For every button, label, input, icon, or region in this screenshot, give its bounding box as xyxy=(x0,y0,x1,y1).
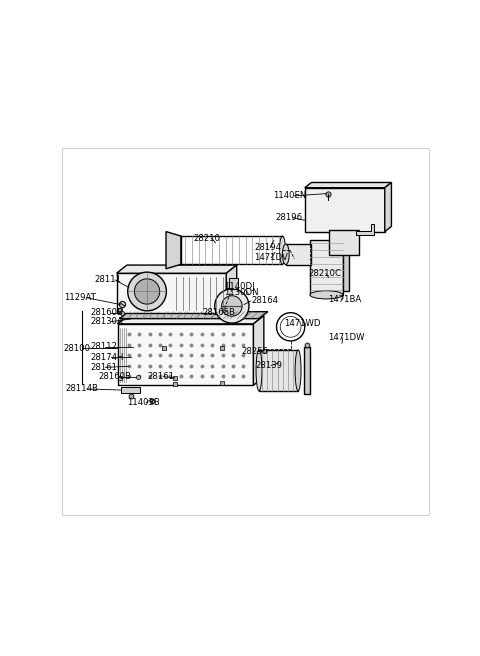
Text: 28196: 28196 xyxy=(275,213,302,222)
Circle shape xyxy=(222,296,242,316)
Bar xyxy=(286,244,311,264)
Circle shape xyxy=(215,289,249,323)
Ellipse shape xyxy=(256,350,262,391)
Text: 28160B: 28160B xyxy=(98,372,131,381)
Text: 28194: 28194 xyxy=(254,243,281,252)
Ellipse shape xyxy=(282,244,289,264)
Text: 28112: 28112 xyxy=(91,342,118,352)
Text: 1140EN: 1140EN xyxy=(273,192,306,200)
Text: 28210C: 28210C xyxy=(309,269,341,278)
Ellipse shape xyxy=(279,236,286,264)
Polygon shape xyxy=(117,265,237,274)
Polygon shape xyxy=(120,312,268,319)
Text: 1471BA: 1471BA xyxy=(329,295,362,304)
Polygon shape xyxy=(117,274,226,314)
Polygon shape xyxy=(226,265,237,314)
Text: 28130A: 28130A xyxy=(91,317,123,326)
Text: 11403B: 11403B xyxy=(127,398,160,407)
Polygon shape xyxy=(356,224,374,236)
Polygon shape xyxy=(305,182,392,188)
Polygon shape xyxy=(305,188,385,232)
Circle shape xyxy=(128,272,167,311)
Text: 1140DJ: 1140DJ xyxy=(225,282,255,291)
Text: 28165B: 28165B xyxy=(202,308,235,318)
Polygon shape xyxy=(118,324,253,385)
Polygon shape xyxy=(118,316,264,324)
Text: 28111: 28111 xyxy=(94,276,121,285)
Text: 28174H: 28174H xyxy=(91,353,124,362)
Bar xyxy=(344,243,348,291)
Polygon shape xyxy=(121,387,140,393)
Text: 28256: 28256 xyxy=(241,347,268,356)
Polygon shape xyxy=(253,316,264,385)
Text: 28164: 28164 xyxy=(252,296,278,304)
Bar xyxy=(259,350,298,391)
Text: 1471WD: 1471WD xyxy=(284,319,321,329)
Circle shape xyxy=(134,279,160,304)
Bar xyxy=(229,278,238,289)
Ellipse shape xyxy=(295,350,301,391)
Text: 28161: 28161 xyxy=(91,363,118,372)
Text: 1129AT: 1129AT xyxy=(64,293,96,302)
Text: 28114B: 28114B xyxy=(66,384,98,394)
Bar xyxy=(329,230,359,255)
Bar xyxy=(310,239,343,295)
Text: 1130DN: 1130DN xyxy=(225,288,259,297)
Ellipse shape xyxy=(310,291,343,299)
Text: 28139: 28139 xyxy=(255,361,282,370)
Text: 28100: 28100 xyxy=(64,344,91,352)
Text: 28161: 28161 xyxy=(147,372,174,381)
Bar xyxy=(304,347,310,394)
Text: 1471DV: 1471DV xyxy=(254,253,288,262)
Polygon shape xyxy=(385,182,392,232)
Text: 28160B: 28160B xyxy=(91,308,123,318)
Text: 28210: 28210 xyxy=(194,234,221,243)
Text: 1471DW: 1471DW xyxy=(329,333,365,342)
Polygon shape xyxy=(166,232,181,269)
